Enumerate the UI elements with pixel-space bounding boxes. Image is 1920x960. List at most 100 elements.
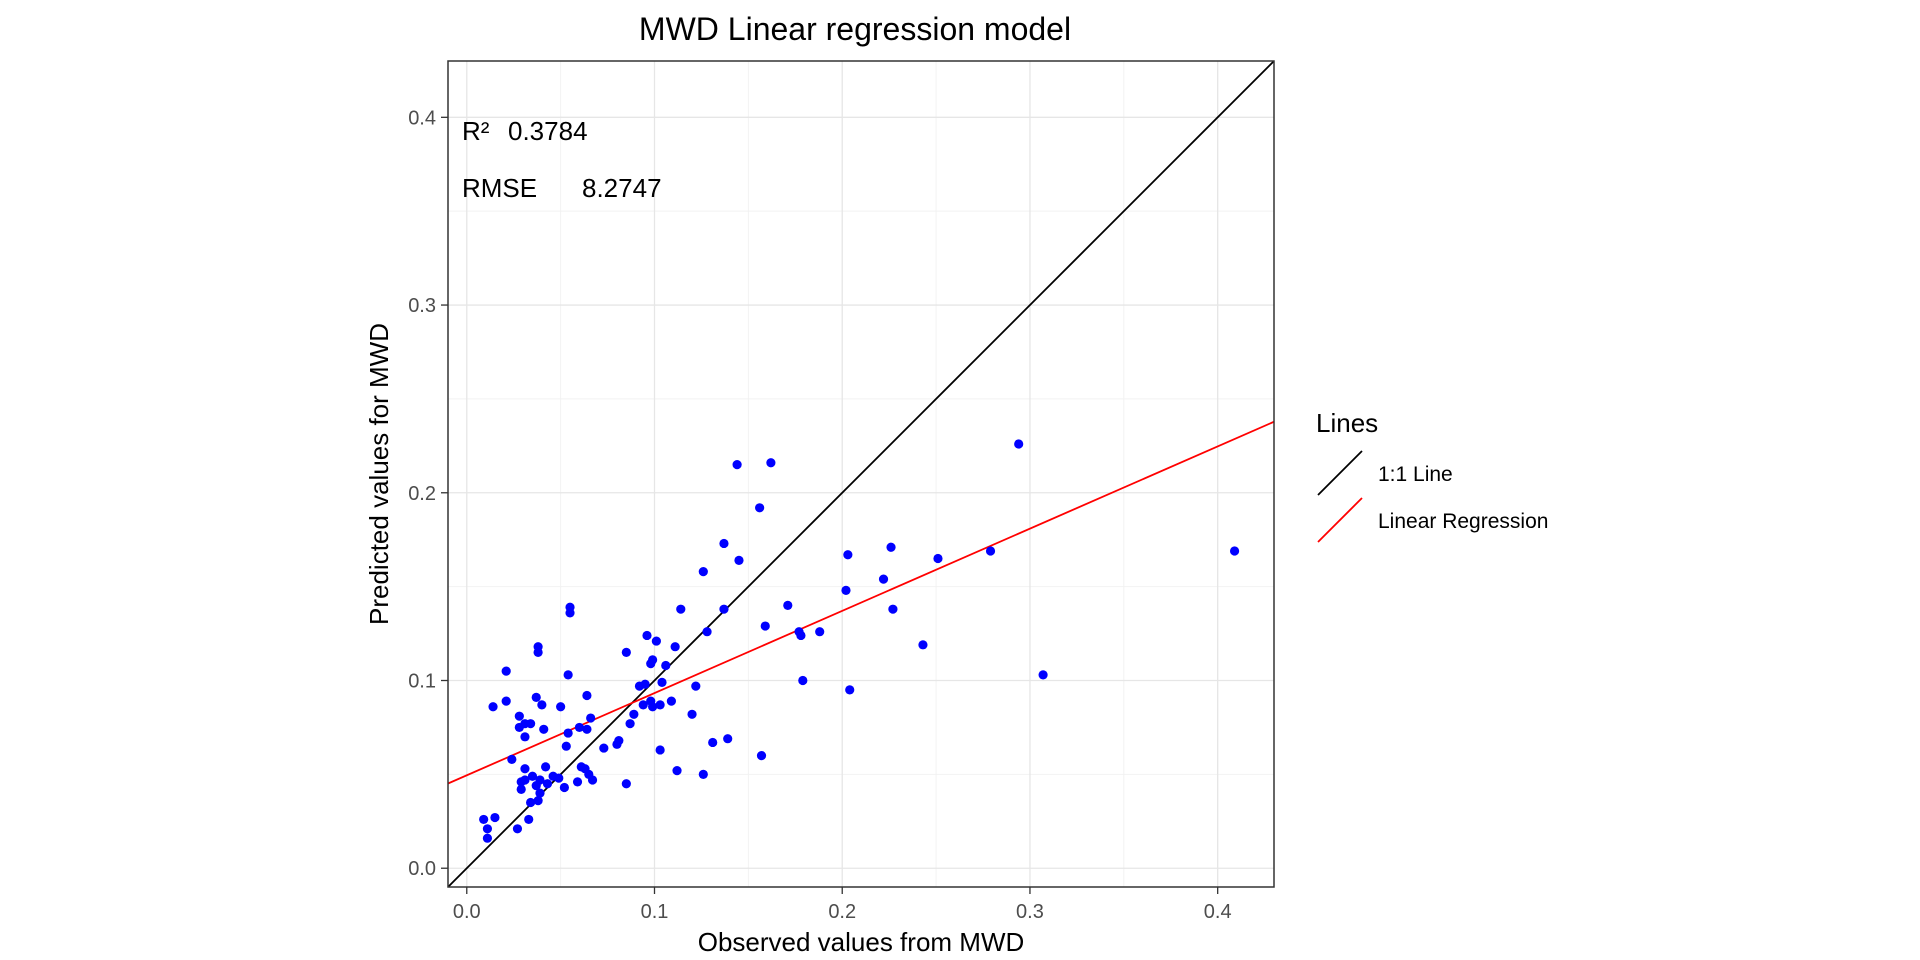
data-point <box>587 775 598 785</box>
data-point <box>640 679 650 689</box>
data-point <box>535 775 545 785</box>
data-point <box>614 735 624 746</box>
legend-key-identity-line <box>1317 450 1363 496</box>
data-point <box>698 567 708 577</box>
data-point <box>1229 546 1240 556</box>
data-point <box>888 604 898 614</box>
identity-line <box>448 61 1274 887</box>
major-gridlines <box>448 61 1274 887</box>
data-point <box>878 574 889 584</box>
data-point <box>734 555 744 565</box>
data-point <box>490 812 500 823</box>
data-point <box>629 709 639 719</box>
y-tick-label: 0.1 <box>408 671 436 693</box>
r2-label: R² <box>462 116 490 146</box>
x-tick-label: 0.2 <box>828 901 856 923</box>
data-point <box>527 771 538 781</box>
data-point <box>625 719 635 729</box>
data-point <box>533 796 543 806</box>
data-point <box>708 737 718 748</box>
x-axis-label: Observed values from MWD <box>698 927 1025 957</box>
data-point <box>572 777 583 787</box>
data-point <box>563 728 573 738</box>
data-point <box>638 700 648 710</box>
data-point <box>783 600 793 611</box>
x-tick-label: 0.4 <box>1204 901 1232 923</box>
data-point <box>524 814 534 825</box>
data-point <box>537 700 547 710</box>
data-point <box>482 833 493 843</box>
data-point <box>655 700 665 710</box>
data-point <box>732 460 742 470</box>
data-point <box>582 724 592 734</box>
data-point <box>516 784 526 794</box>
y-axis-label: Predicted values for MWD <box>364 323 394 625</box>
legend-label-identity-line: 1:1 Line <box>1378 463 1453 486</box>
data-point <box>719 604 729 614</box>
data-point <box>815 627 825 637</box>
data-point <box>565 602 575 612</box>
data-point <box>535 788 545 798</box>
y-axis: 0.0 0.1 0.2 0.3 0.4 <box>408 107 448 880</box>
data-point <box>501 666 511 676</box>
data-point <box>507 754 517 764</box>
data-point <box>541 762 551 772</box>
data-point <box>531 692 541 702</box>
x-tick-label: 0.1 <box>641 901 669 923</box>
data-point <box>886 542 896 552</box>
x-tick-label: 0.0 <box>453 901 481 923</box>
legend: Lines 1:1 Line Linear Regression <box>1316 408 1548 543</box>
data-point <box>512 824 523 834</box>
data-point <box>723 734 733 744</box>
data-point <box>648 702 658 712</box>
data-point <box>766 458 776 468</box>
data-point <box>760 621 770 631</box>
rmse-label: RMSE <box>462 173 537 203</box>
data-point <box>479 814 489 825</box>
legend-label-regression-line: Linear Regression <box>1378 510 1548 533</box>
data-point <box>554 773 564 783</box>
data-point <box>985 546 996 556</box>
data-point <box>539 724 549 734</box>
data-point <box>655 745 665 755</box>
data-point <box>672 766 682 776</box>
y-tick-label: 0.3 <box>408 295 436 317</box>
data-point <box>666 696 676 706</box>
data-point <box>559 782 569 793</box>
data-point <box>755 503 765 513</box>
data-point <box>642 630 652 641</box>
data-point <box>561 741 571 751</box>
y-tick-label: 0.2 <box>408 483 436 505</box>
chart-title: MWD Linear regression model <box>639 11 1071 47</box>
plot-panel <box>447 60 1275 888</box>
stats-annotations: R² 0.3784 RMSE 8.2747 <box>462 116 662 203</box>
data-point <box>648 655 658 665</box>
data-point <box>796 630 806 641</box>
data-point <box>676 604 686 614</box>
data-point <box>756 750 767 761</box>
legend-title: Lines <box>1316 408 1378 438</box>
data-point <box>488 702 498 712</box>
data-point <box>582 690 592 701</box>
data-point <box>520 764 530 774</box>
y-tick-label: 0.4 <box>408 107 436 129</box>
data-point <box>698 769 708 779</box>
data-point <box>798 675 808 686</box>
data-point <box>1014 439 1024 449</box>
data-point <box>501 696 511 706</box>
data-point <box>719 538 729 549</box>
data-point <box>702 627 712 637</box>
data-point <box>526 797 536 808</box>
y-tick-label: 0.0 <box>408 858 436 880</box>
data-point <box>843 550 853 560</box>
data-point <box>520 732 530 742</box>
x-axis: 0.0 0.1 0.2 0.3 0.4 <box>453 887 1232 923</box>
r2-value: 0.3784 <box>508 116 588 146</box>
data-point <box>563 670 573 680</box>
data-point <box>687 709 697 719</box>
data-point <box>556 702 566 712</box>
x-tick-label: 0.3 <box>1016 901 1044 923</box>
legend-key-regression-line <box>1317 497 1363 543</box>
data-point <box>542 779 553 789</box>
